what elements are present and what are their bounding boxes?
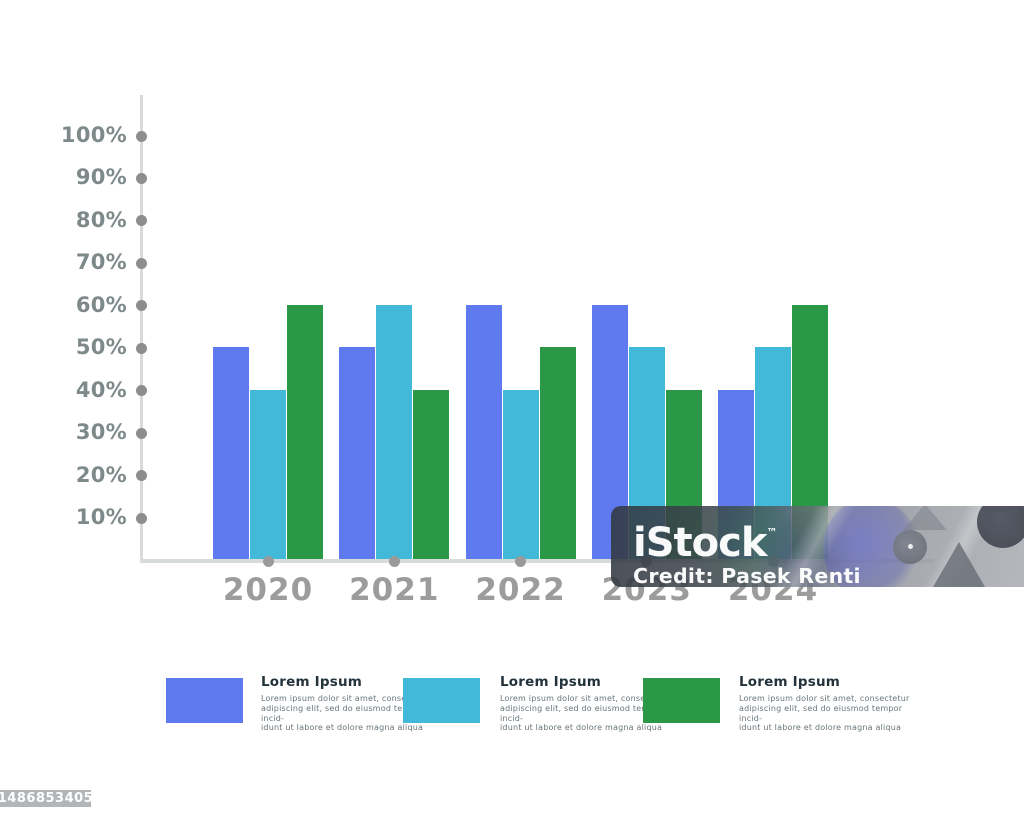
legend-line: Lorem ipsum dolor sit amet, consectetur xyxy=(261,694,432,703)
y-tick-label: 10% xyxy=(75,505,127,530)
baseline-dot xyxy=(388,555,400,567)
y-tick-dot xyxy=(136,470,147,482)
legend-line: idunt ut labore et dolore magna aliqua xyxy=(500,723,663,733)
y-tick-dot xyxy=(136,215,147,227)
x-axis-label-2020: 2020 xyxy=(222,572,314,608)
legend-line: Lorem ipsum dolor sit amet, consectetur xyxy=(500,694,671,703)
watermark-green-blob xyxy=(689,506,799,587)
watermark-filled-triangle xyxy=(933,542,985,587)
bar-2020-series2 xyxy=(250,389,286,559)
y-tick-label: 100% xyxy=(60,123,127,147)
istock-watermark: iStock™ Credit: Pasek Renti xyxy=(611,506,1024,587)
baseline-dot xyxy=(515,555,526,567)
y-tick-dot xyxy=(136,385,147,397)
istock-logo: iStock™ xyxy=(633,520,778,566)
watermark-triangle-icon xyxy=(903,506,947,530)
baseline-dot xyxy=(262,555,274,567)
y-tick-label: 40% xyxy=(75,377,127,402)
bar-2022-series1 xyxy=(465,305,502,559)
y-axis-line xyxy=(140,95,143,561)
legend-line: adipiscing elit, sed do eiusmod tempor i… xyxy=(739,703,903,723)
y-tick-label: 80% xyxy=(75,207,127,232)
y-tick-label: 50% xyxy=(75,335,127,360)
y-tick-dot xyxy=(136,427,147,439)
legend-line: idunt ut labore et dolore magna aliqua xyxy=(261,723,424,733)
bar-2020-series3 xyxy=(287,305,323,559)
bar-2020-series1 xyxy=(213,347,249,559)
bar-2021-series3 xyxy=(413,389,450,559)
x-axis-label-2021: 2021 xyxy=(349,572,440,608)
y-tick-label: 60% xyxy=(75,292,127,317)
legend-description: Lorem ipsum dolor sit amet, consectetur … xyxy=(739,694,919,733)
y-tick-dot xyxy=(136,257,147,269)
y-tick-dot xyxy=(136,300,147,312)
legend-line: idunt ut labore et dolore magna aliqua xyxy=(739,723,902,733)
trademark-symbol: ™ xyxy=(766,526,778,539)
y-tick-dot xyxy=(136,342,147,354)
watermark-dark-circle xyxy=(977,506,1024,548)
y-tick-dot xyxy=(136,130,147,142)
y-tick-label: 30% xyxy=(75,420,127,445)
x-axis-line xyxy=(140,559,934,563)
y-tick-dot xyxy=(136,172,147,184)
legend-swatch-green xyxy=(643,678,720,723)
bar-2022-series3 xyxy=(539,347,576,559)
legend-description: Lorem ipsum dolor sit amet, consectetur … xyxy=(261,694,441,733)
x-axis-label-2022: 2022 xyxy=(475,572,566,608)
legend-swatch-blue xyxy=(166,678,243,723)
watermark-credit-text: Credit: Pasek Renti xyxy=(633,564,861,587)
legend-line: adipiscing elit, sed do eiusmod tempor i… xyxy=(261,703,425,723)
legend-title: Lorem Ipsum xyxy=(500,674,602,690)
legend-title: Lorem Ipsum xyxy=(261,674,363,690)
bar-2021-series2 xyxy=(376,305,413,559)
y-tick-label: 20% xyxy=(75,462,127,487)
legend-swatch-cyan xyxy=(403,678,480,723)
bar-2021-series1 xyxy=(339,347,376,559)
watermark-white-dot xyxy=(908,544,913,549)
bar-2022-series2 xyxy=(502,389,539,559)
y-tick-label: 90% xyxy=(75,165,127,190)
watermark-text-block: iStock™ Credit: Pasek Renti xyxy=(633,512,861,587)
y-tick-dot xyxy=(136,512,147,524)
legend-description: Lorem ipsum dolor sit amet, consectetur … xyxy=(500,694,680,733)
legend-title: Lorem Ipsum xyxy=(739,674,841,690)
legend-line: Lorem ipsum dolor sit amet, consectetur xyxy=(739,694,910,703)
asset-id-badge: 1486853405 xyxy=(0,790,94,807)
y-tick-label: 70% xyxy=(75,250,127,275)
legend-line: adipiscing elit, sed do eiusmod tempor i… xyxy=(500,703,664,723)
